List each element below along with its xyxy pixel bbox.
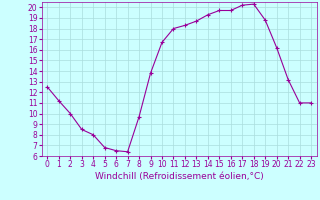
X-axis label: Windchill (Refroidissement éolien,°C): Windchill (Refroidissement éolien,°C) [95,172,264,181]
